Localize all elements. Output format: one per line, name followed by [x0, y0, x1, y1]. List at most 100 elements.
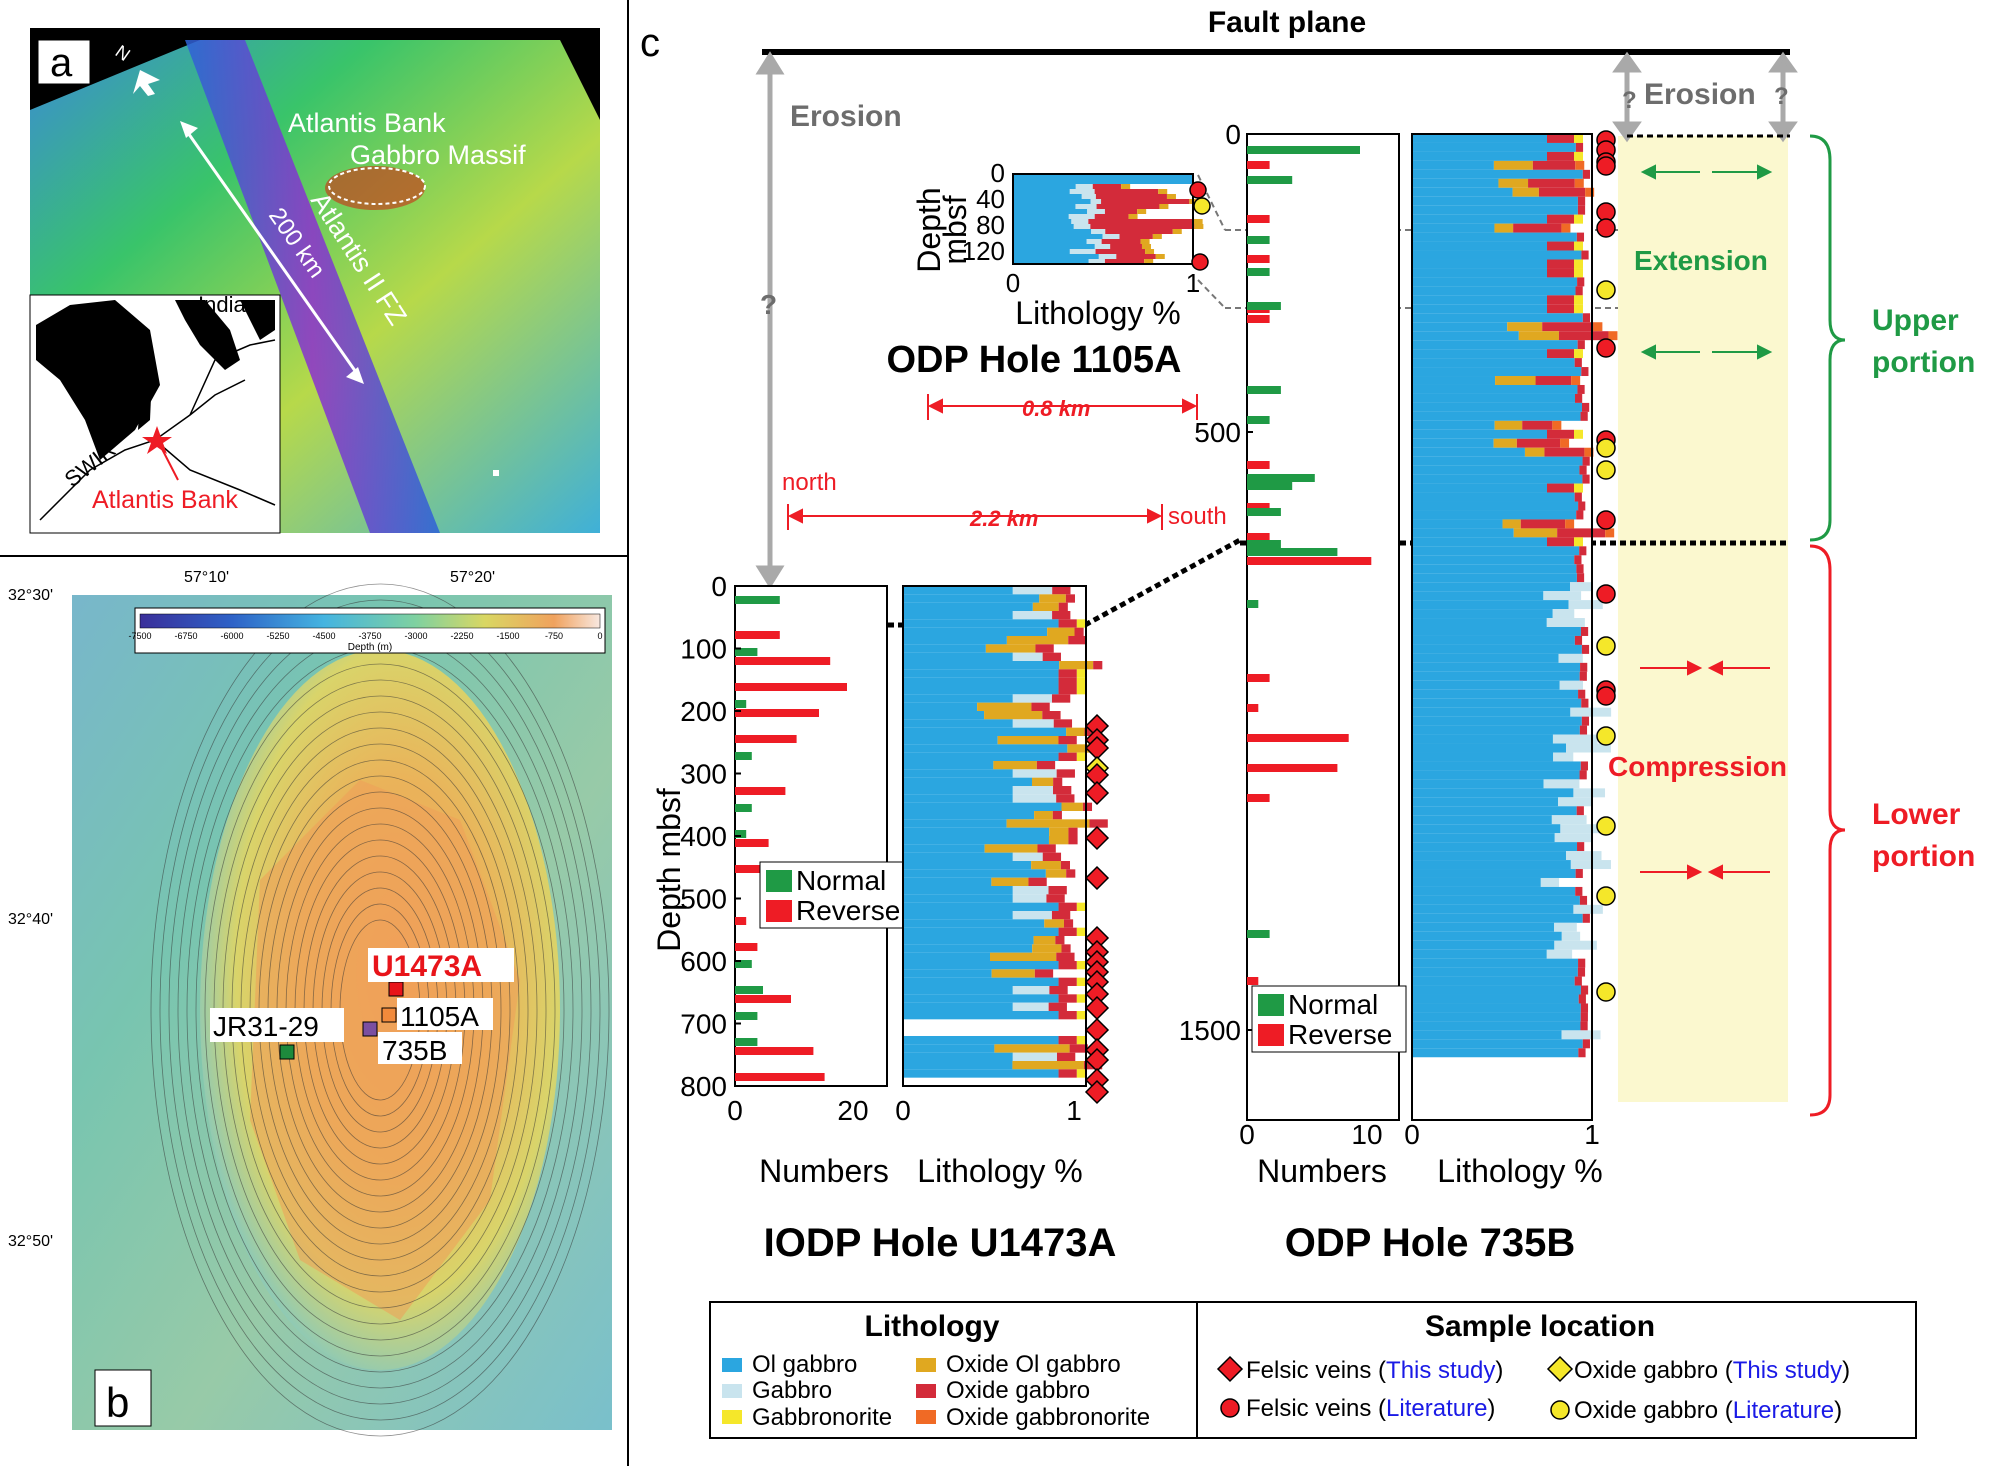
lithology-band	[1101, 199, 1190, 204]
lithology-band	[1412, 824, 1561, 834]
u1473a-reverse-bar	[735, 709, 819, 717]
lithology-band	[1076, 1036, 1086, 1045]
u1473a-reverse-bar	[735, 735, 797, 743]
lithology-band	[1547, 483, 1574, 493]
735b-normal-bar	[1247, 176, 1293, 184]
lithology-band	[1012, 769, 1057, 778]
lithology-band	[1013, 259, 1089, 264]
lithology-band	[903, 744, 1068, 753]
lithology-band	[1412, 609, 1553, 619]
lithology-band	[1049, 986, 1068, 995]
h1105a-ytick: 0	[991, 158, 1005, 188]
lithology-band	[1412, 1003, 1581, 1013]
lithology-band	[1524, 447, 1545, 457]
lithology-band	[903, 952, 991, 961]
lithology-band	[1412, 644, 1582, 654]
lithology-band	[1574, 537, 1583, 547]
lithology-band	[1561, 1030, 1601, 1040]
lithology-band	[1044, 919, 1064, 928]
lithology-band	[985, 644, 1036, 653]
lithology-band	[1577, 277, 1585, 287]
atlantis-bank-label: Atlantis Bank	[288, 108, 446, 138]
lithology-band	[1081, 194, 1096, 199]
extension-label: Extension	[1634, 245, 1768, 276]
lithology-band	[1581, 367, 1589, 377]
735b-normal-bar	[1247, 930, 1270, 938]
735b-reverse-bar	[1247, 674, 1270, 682]
u1473a-ytick: 500	[680, 884, 727, 915]
lithology-band	[1412, 671, 1580, 681]
u1473a-normal-bar	[735, 700, 747, 708]
lithology-band	[1013, 229, 1092, 234]
lithology-band	[1412, 250, 1582, 260]
erosion-left-label: Erosion	[790, 100, 902, 133]
lithology-band	[1058, 977, 1077, 986]
lithology-band	[1412, 537, 1547, 547]
lithology-band	[903, 586, 1013, 595]
lithology-band	[1577, 384, 1585, 394]
lithology-band	[1412, 519, 1503, 529]
lithology-band	[1093, 661, 1103, 670]
h1105a-ytick: 120	[962, 236, 1005, 266]
lithology-band	[1547, 349, 1574, 359]
lithology-band	[1412, 842, 1578, 852]
lithology-band	[1090, 199, 1102, 204]
lithology-band	[1412, 313, 1583, 323]
u1473a-lith-xtick: 1	[1066, 1095, 1082, 1126]
735b-normal-bar	[1247, 474, 1315, 482]
lithology-band	[1063, 919, 1074, 928]
lithology-band	[1579, 546, 1587, 556]
site-jr-label: JR31-29	[213, 1011, 319, 1042]
lithology-band	[903, 769, 1013, 778]
lithology-band	[1493, 438, 1517, 448]
lithology-band	[1412, 331, 1519, 341]
735b-reverse-bar	[1247, 503, 1270, 511]
u1473a-normal-bar	[735, 804, 752, 812]
lithology-band	[1412, 797, 1559, 807]
lithology-band	[1076, 752, 1086, 761]
lithology-band	[1051, 911, 1071, 920]
lithology-band	[1012, 986, 1050, 995]
colorbar-tick: -7500	[128, 631, 151, 641]
lithology-band	[1012, 894, 1047, 903]
lithology-band	[1412, 976, 1575, 986]
lithology-band	[1573, 788, 1606, 798]
lithology-band	[1579, 671, 1587, 681]
u1473a-normal-bar	[735, 1012, 758, 1020]
lithology-band	[1094, 214, 1129, 219]
lithology-band	[1412, 555, 1575, 565]
u1473a-normal-bar	[735, 830, 747, 838]
h1105a-axes-frame	[1012, 173, 1194, 265]
735b-normal-bar	[1247, 416, 1270, 424]
u1473a-legend-reverse-swatch	[766, 900, 792, 922]
distance-0-8km	[927, 394, 1198, 420]
lithology-band	[1076, 677, 1086, 686]
lithology-band	[1582, 169, 1591, 179]
lithology-band	[1034, 811, 1053, 820]
lithology-band	[1547, 214, 1574, 224]
legend-sample-3: Oxide gabbro (Literature)	[1574, 1397, 1842, 1424]
lithology-band	[1412, 268, 1547, 278]
lithology-band	[1578, 689, 1586, 699]
lithology-band	[903, 977, 1059, 986]
upper-portion-1: Upper	[1872, 304, 1959, 337]
u1473a-reverse-bar	[735, 995, 791, 1003]
lithology-band	[1574, 304, 1583, 314]
colorbar-tick: 0	[597, 631, 602, 641]
u1473a-ytick: 200	[680, 696, 727, 727]
lithology-band	[1012, 586, 1053, 595]
h1105a-ytick: 80	[976, 210, 1005, 240]
lithology-band	[1605, 528, 1615, 538]
lithology-band	[903, 869, 1046, 878]
contour-line	[150, 583, 610, 1437]
lithology-band	[1068, 827, 1078, 836]
lithology-band	[1579, 895, 1588, 905]
lithology-band	[1098, 254, 1117, 259]
u1473a-ylabel: Depth mbsf	[651, 788, 687, 952]
u1473a-sample-diamond	[1084, 865, 1110, 891]
lithology-band	[1006, 636, 1069, 645]
lithology-band	[1034, 969, 1054, 978]
h1105a-xlabel: Lithology %	[1015, 295, 1180, 331]
735b-legend-reverse-swatch	[1258, 1024, 1284, 1046]
lithology-band	[1066, 869, 1076, 878]
